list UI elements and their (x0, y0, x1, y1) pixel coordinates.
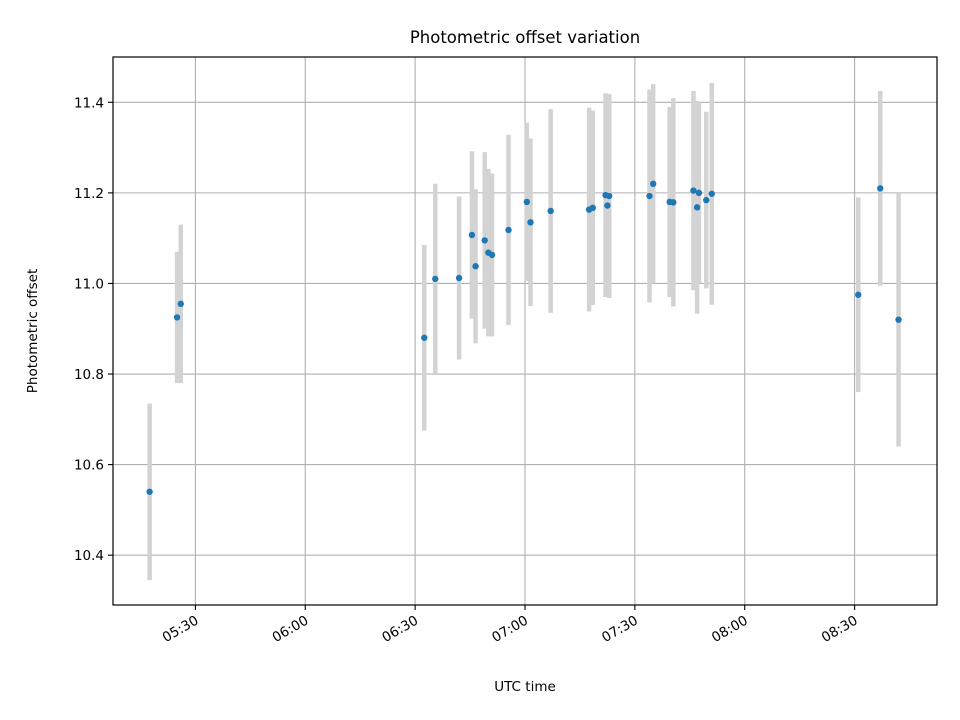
data-point (146, 488, 153, 495)
data-point (695, 189, 703, 197)
data-point (481, 237, 488, 244)
data-point (708, 190, 715, 197)
data-point (173, 314, 181, 321)
data-point (177, 300, 184, 308)
chart-title: Photometric offset variation (410, 28, 640, 47)
data-point (432, 275, 439, 283)
data-point (877, 185, 884, 192)
y-axis-label: Photometric offset (25, 269, 41, 393)
data-point (523, 198, 531, 206)
data-point (547, 207, 554, 215)
data-points (146, 180, 902, 495)
y-tick-label: 10.8 (74, 367, 104, 383)
data-point (690, 187, 697, 194)
data-point (670, 199, 677, 206)
data-point (693, 204, 701, 211)
grid (113, 57, 937, 605)
data-point (421, 334, 428, 341)
data-point (895, 316, 902, 323)
data-point (649, 180, 657, 188)
y-axis: 10.4 10.6 10.8 11.0 11.2 11.4 (74, 95, 113, 564)
data-point (589, 204, 596, 212)
data-point (455, 274, 463, 282)
data-point (604, 202, 611, 209)
data-point (606, 192, 613, 200)
data-point (468, 231, 476, 239)
data-point (646, 192, 653, 200)
data-point (527, 219, 534, 226)
y-tick-label: 11.2 (74, 186, 104, 202)
data-point (488, 251, 496, 259)
data-point (855, 291, 862, 298)
y-tick-label: 10.4 (74, 548, 104, 564)
x-axis-label: UTC time (494, 679, 556, 695)
y-tick-label: 10.6 (74, 458, 104, 474)
y-tick-label: 11.4 (74, 95, 104, 111)
data-point (703, 196, 710, 204)
data-point (505, 226, 512, 234)
y-tick-label: 11.0 (74, 276, 104, 292)
data-point (472, 263, 479, 270)
